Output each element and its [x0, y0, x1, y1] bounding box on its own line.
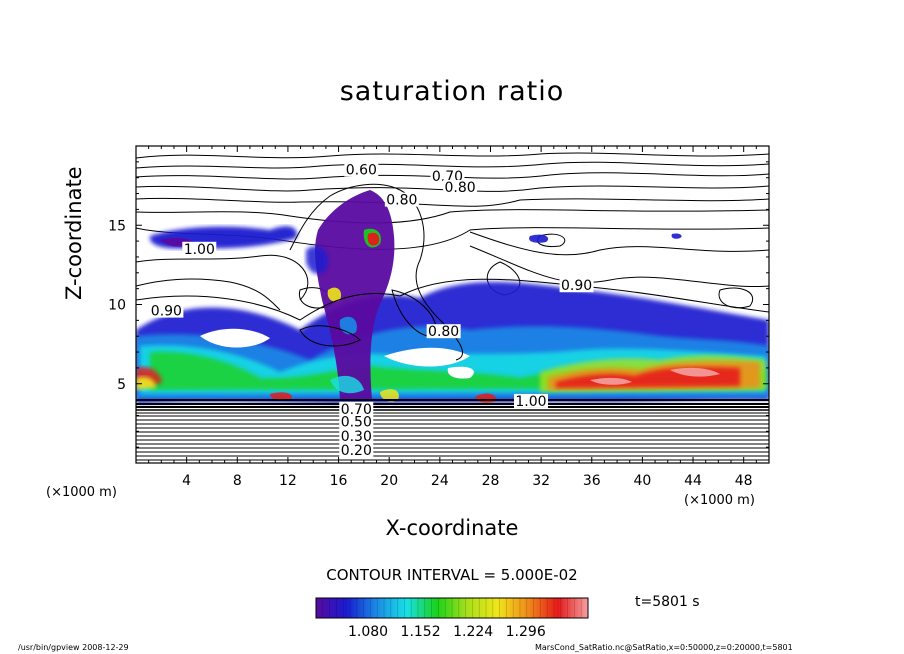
- colorbar-gradient: [315, 597, 589, 619]
- footer-left: /usr/bin/gpview 2008-12-29: [18, 643, 129, 652]
- x-axis-label: X-coordinate: [385, 516, 519, 540]
- contour-lines-lower: [136, 399, 769, 461]
- filled-regions: [136, 190, 769, 404]
- y-axis-label: Z-coordinate: [62, 166, 86, 300]
- contour-label: 0.30: [341, 429, 372, 445]
- contour-label: 0.80: [428, 324, 459, 340]
- x-tick-label: 28: [482, 473, 500, 489]
- contour-label-bg: [149, 303, 184, 318]
- colorbar-tick-label: 1.296: [505, 624, 546, 640]
- contour-lines-mid: [136, 183, 769, 361]
- contour-label-bg: [426, 324, 461, 339]
- plot-area: 0.60 0.700.800.801.000.900.900.801.000.70…: [136, 146, 769, 463]
- contour-label-bg: [344, 162, 379, 177]
- contour-labels: 0.60 0.700.800.801.000.900.900.801.000.70…: [149, 162, 594, 459]
- colorbar-tick-label: 1.080: [348, 624, 389, 640]
- contour-label: 0.60: [346, 163, 377, 179]
- y-tick-label: 15: [108, 218, 126, 234]
- x-tick-label: 12: [279, 473, 297, 489]
- contour-label: 0.80: [386, 193, 417, 209]
- contour-label: 0.80: [445, 180, 476, 196]
- contour-label: 0.70: [341, 402, 372, 418]
- x-tick-label: 8: [233, 473, 242, 489]
- chart-title: saturation ratio: [339, 76, 565, 107]
- colorbar: [315, 597, 589, 619]
- contour-label-bg: [339, 428, 374, 443]
- y-axis: 5 10 15: [108, 161, 769, 448]
- x-tick-label: 32: [532, 473, 550, 489]
- contour-label-bg: [443, 179, 478, 194]
- x-tick-label: 48: [735, 473, 753, 489]
- x-tick-label: 24: [431, 473, 449, 489]
- footer-right: MarsCond_SatRatio.nc@SatRatio,x=0:50000,…: [535, 643, 793, 652]
- contour-label: 0.90: [561, 278, 592, 294]
- contour-label-bg: [513, 393, 548, 408]
- colorbar-tick-labels: 1.080 1.152 1.224 1.296: [348, 624, 546, 640]
- colorbar-tick-label: 1.224: [453, 624, 494, 640]
- x-axis-unit-right: (×1000 m): [684, 493, 755, 508]
- x-axis-unit-left: (×1000 m): [46, 485, 117, 500]
- contour-label-bg: [339, 443, 374, 458]
- contour-label: 1.00: [515, 394, 546, 410]
- contour-label-bg: [559, 278, 594, 293]
- contour-label: 0.20: [341, 443, 372, 459]
- contour-label: 0.50: [341, 415, 372, 431]
- x-axis: 4 8 12 16 20 24 28 32 36 40 44 48: [148, 146, 757, 489]
- x-tick-label: 16: [330, 473, 348, 489]
- x-tick-label: 44: [684, 473, 702, 489]
- contour-label: 0.90: [151, 304, 182, 320]
- x-tick-label: 36: [583, 473, 601, 489]
- contour-label-bg: [384, 192, 419, 207]
- contour-label-bg: [182, 241, 217, 256]
- x-tick-label: 40: [633, 473, 651, 489]
- contour-label: 1.00: [184, 242, 215, 258]
- contour-interval-text: CONTOUR INTERVAL = 5.000E-02: [326, 566, 578, 584]
- contour-label-bg: [339, 414, 374, 429]
- x-tick-label: 4: [182, 473, 191, 489]
- time-label: t=5801 s: [635, 594, 700, 610]
- x-tick-label: 20: [380, 473, 398, 489]
- contour-label-bg: [339, 401, 374, 416]
- y-tick-label: 10: [108, 298, 126, 314]
- contour-label-bg: [430, 168, 465, 183]
- colorbar-tick-label: 1.152: [400, 624, 441, 640]
- y-tick-label: 5: [117, 377, 126, 393]
